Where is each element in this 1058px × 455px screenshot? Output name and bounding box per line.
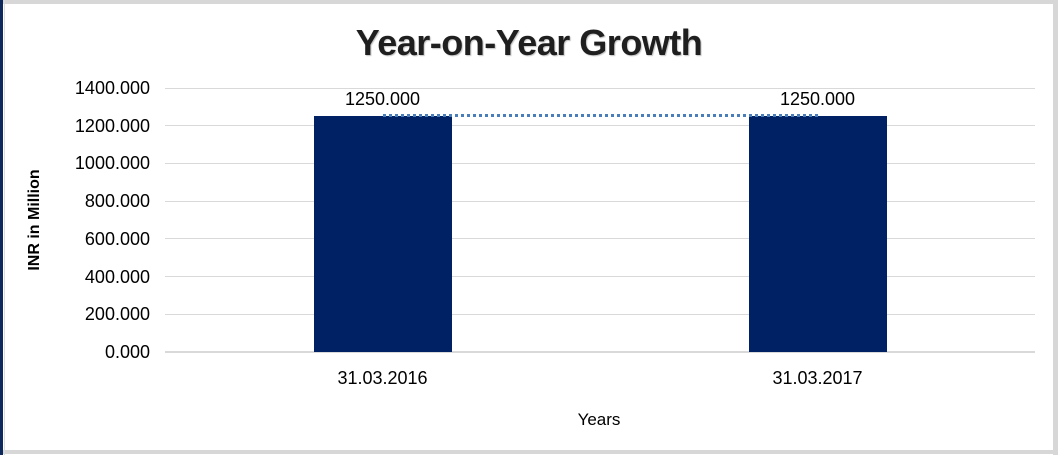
bar-value-label: 1250.000	[779, 89, 856, 110]
gridline	[165, 200, 1035, 202]
x-axis-line	[165, 351, 1035, 353]
frame-border-bottom	[0, 450, 1058, 454]
frame-border-top	[0, 0, 1058, 4]
y-tick-label: 1000.000	[74, 153, 150, 174]
gridline	[165, 313, 1035, 315]
bar	[313, 116, 452, 352]
x-axis-title: Years	[577, 410, 621, 429]
gridline	[165, 87, 1035, 89]
category-label: 31.03.2017	[772, 368, 863, 388]
y-axis-title: INR in Million	[26, 169, 43, 271]
category-label: 31.03.2016	[337, 368, 428, 388]
bar	[748, 116, 887, 352]
y-tick-label: 0.000	[104, 342, 150, 362]
y-tick-label: 200.000	[84, 304, 150, 325]
y-tick-label: 400.000	[84, 266, 150, 287]
y-tick-label: 1400.000	[74, 78, 150, 98]
frame-border-left	[0, 0, 3, 455]
y-tick-label: 800.000	[84, 191, 150, 212]
chart-title: Year-on-Year Growth	[355, 22, 703, 63]
y-tick-label: 600.000	[84, 228, 150, 249]
y-tick-label: 1200.000	[74, 115, 150, 136]
bar-value-label: 1250.000	[344, 89, 421, 110]
frame-border-right	[1053, 0, 1058, 455]
gridline	[165, 162, 1035, 164]
gridline	[165, 276, 1035, 278]
gridline	[165, 238, 1035, 240]
frame-border-left-hairline	[4, 0, 5, 455]
gridline	[165, 125, 1035, 127]
trend-dotted-line	[382, 114, 818, 118]
